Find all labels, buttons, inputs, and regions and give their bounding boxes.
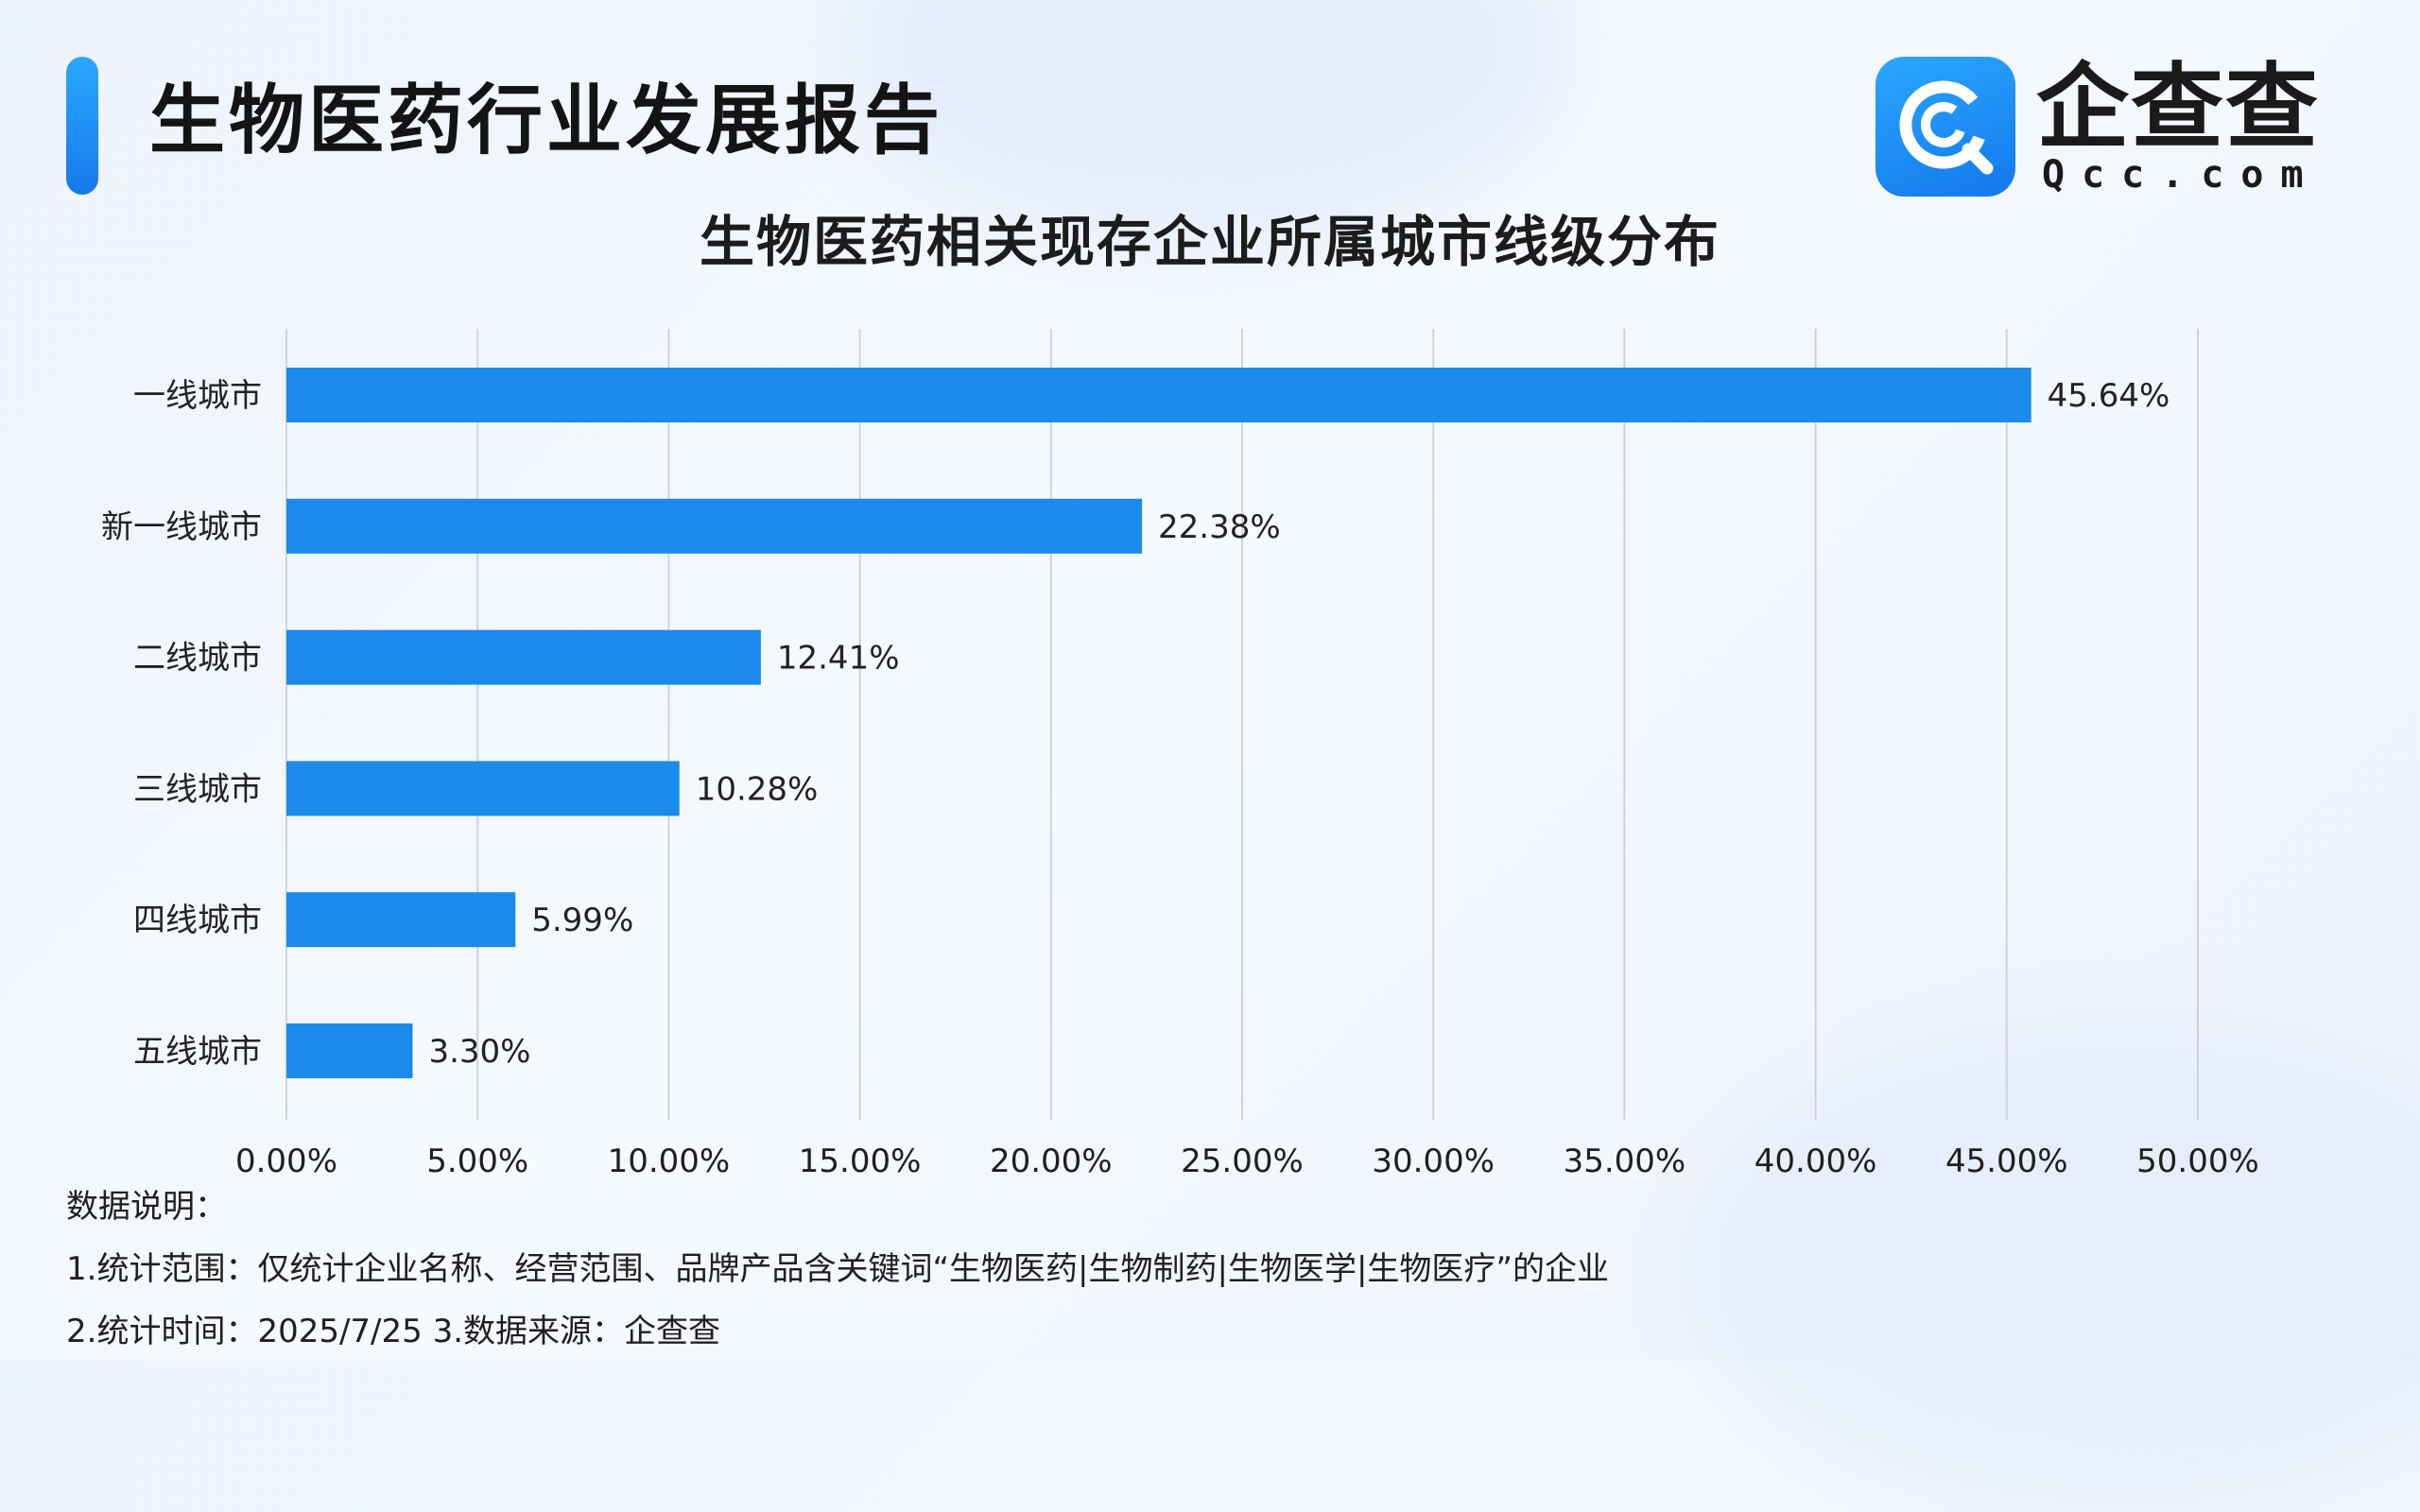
x-tick-label: 45.00%: [1945, 1143, 2068, 1180]
bar-value-label: 5.99%: [531, 902, 633, 939]
y-category-label: 五线城市: [133, 1033, 262, 1071]
qcc-logo-icon: [1876, 57, 2015, 197]
y-category-label: 二线城市: [133, 640, 262, 678]
chart-title: 生物医药相关现存企业所属城市线级分布: [699, 210, 1720, 274]
x-tick-label: 10.00%: [608, 1143, 731, 1180]
notes-scope: 1.统计范围：仅统计企业名称、经营范围、品牌产品含关键词“生物医药|生物制药|生…: [66, 1250, 1610, 1288]
x-tick-label: 40.00%: [1754, 1143, 1877, 1180]
title-accent-bar: [66, 57, 98, 195]
bar-value-label: 45.64%: [2048, 377, 2170, 415]
x-tick-label: 0.00%: [235, 1143, 337, 1180]
bar-value-label: 22.38%: [1158, 508, 1281, 546]
y-category-label: 四线城市: [133, 902, 262, 939]
x-tick-label: 50.00%: [2136, 1143, 2259, 1180]
x-tick-label: 35.00%: [1564, 1143, 1686, 1180]
data-notes: 数据说明： 1.统计范围：仅统计企业名称、经营范围、品牌产品含关键词“生物医药|…: [66, 1176, 2335, 1363]
bar: [286, 761, 680, 816]
logo-name-cn: 企查查: [2036, 54, 2321, 162]
logo-name-en: Qcc.com: [2042, 153, 2321, 197]
page-title: 生物医药行业发展报告: [149, 77, 943, 164]
bar: [286, 892, 516, 948]
y-category-label: 新一线城市: [101, 508, 262, 546]
bar: [286, 368, 2031, 422]
notes-time-source: 2.统计时间：2025/7/25 3.数据来源：企查查: [66, 1313, 721, 1350]
x-tick-label: 15.00%: [799, 1143, 922, 1180]
qcc-logo: 企查查 Qcc.com: [1876, 54, 2321, 197]
bar-value-label: 10.28%: [696, 770, 819, 808]
x-tick-label: 20.00%: [990, 1143, 1113, 1180]
bar: [286, 498, 1143, 554]
y-category-label: 一线城市: [133, 377, 262, 415]
bar: [286, 629, 761, 685]
notes-heading: 数据说明：: [66, 1188, 227, 1226]
bar-value-label: 12.41%: [777, 640, 900, 678]
bar-value-label: 3.30%: [428, 1033, 530, 1071]
bar-chart: 0.00% 5.00% 10.00% 15.00% 20.00% 25.00% 30.00%…: [101, 329, 2259, 1180]
x-tick-label: 25.00%: [1181, 1143, 1304, 1180]
x-tick-label: 5.00%: [426, 1143, 528, 1180]
bar: [286, 1023, 413, 1078]
y-category-label: 三线城市: [133, 770, 262, 808]
x-tick-label: 30.00%: [1372, 1143, 1495, 1180]
